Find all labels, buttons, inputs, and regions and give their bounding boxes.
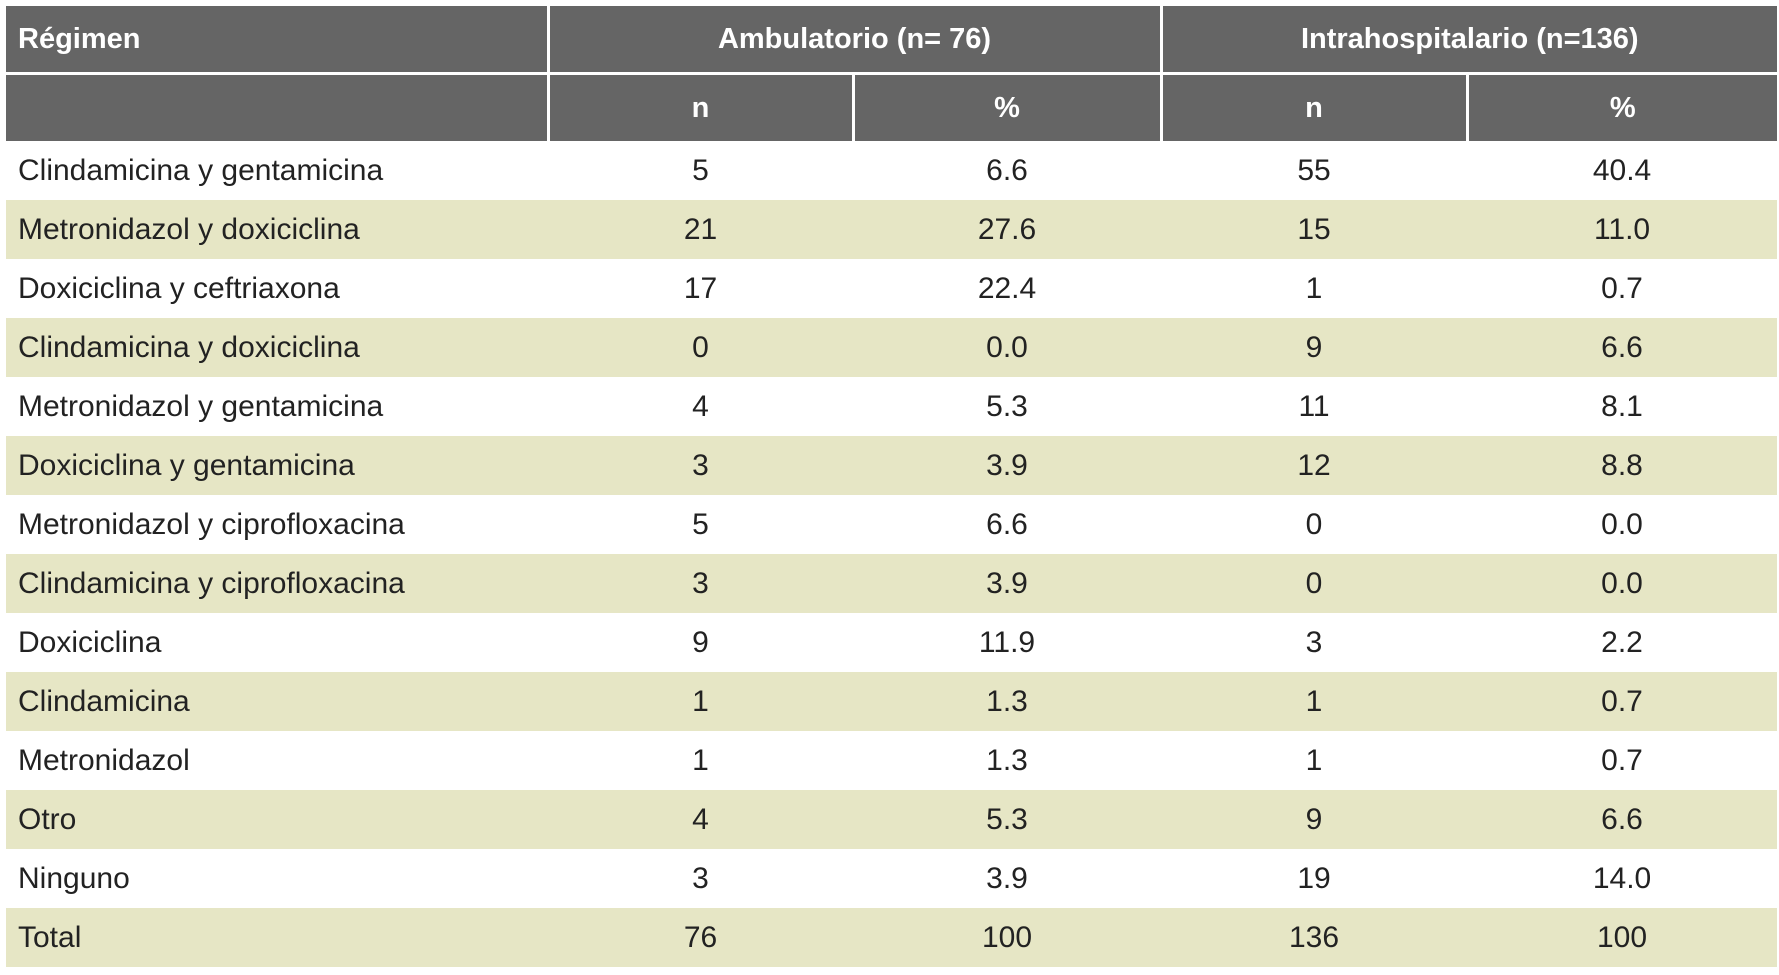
cell: 3.9: [986, 861, 1028, 895]
cell: 2.2: [1601, 625, 1643, 659]
table-row: Ninguno 3 3.9 19 14.0: [6, 849, 1777, 908]
cell: 3.9: [853, 554, 1162, 613]
header-group: Ambulatorio (n= 76): [546, 6, 1163, 75]
cell: 3: [548, 554, 853, 613]
cell: 0.7: [1467, 672, 1778, 731]
cell: 8.1: [1601, 389, 1643, 423]
table-row: Clindamicina y doxiciclina 0 0.0 9 6.6: [6, 318, 1778, 377]
table-row: Metronidazol y gentamicina 4 5.3 11 8.1: [6, 377, 1777, 436]
subheader: %: [851, 73, 1163, 141]
cell: 55: [1297, 153, 1331, 187]
cell: 3: [548, 436, 853, 495]
cell: 21: [548, 200, 853, 259]
cell: 4: [692, 389, 709, 423]
row-label: Doxiciclina y ceftriaxona: [18, 271, 340, 305]
row-label: Clindamicina y ciprofloxacina: [6, 554, 548, 613]
cell: 40.4: [1592, 153, 1652, 187]
cell: 1: [548, 672, 853, 731]
cell: 0.7: [1601, 271, 1643, 305]
cell: 14.0: [1592, 861, 1652, 895]
cell: 27.6: [853, 200, 1162, 259]
cell: 100: [1467, 908, 1778, 967]
cell: 6.6: [1467, 318, 1778, 377]
cell: 3: [692, 861, 709, 895]
cell: 1: [1305, 743, 1323, 777]
cell: 0.0: [1467, 554, 1778, 613]
row-label: Clindamicina y gentamicina: [18, 153, 384, 187]
cell: 4: [548, 790, 853, 849]
table-row: Clindamicina y ciprofloxacina 3 3.9 0 0.0: [6, 554, 1778, 613]
cell: 6.6: [1467, 790, 1778, 849]
table-row: Doxiciclina 9 11.9 3 2.2: [6, 613, 1777, 672]
cell: 0.7: [1601, 743, 1643, 777]
row-label: Clindamicina y doxiciclina: [6, 318, 548, 377]
header-row: Régimen Ambulatorio (n= 76) Intrahospita…: [6, 6, 1778, 75]
row-label: Otro: [6, 790, 548, 849]
cell: 17: [683, 271, 718, 305]
cell: 1.3: [853, 672, 1162, 731]
cell: 22.4: [977, 271, 1037, 305]
subheader: n: [546, 73, 855, 141]
subheader-row: n % n %: [6, 73, 1778, 141]
cell: 9: [692, 625, 709, 659]
cell: 15: [1161, 200, 1468, 259]
cell: 5: [692, 153, 709, 187]
cell: 9: [1161, 318, 1468, 377]
cell: 136: [1161, 908, 1468, 967]
cell: 11: [1298, 389, 1330, 423]
cell: 0: [548, 318, 853, 377]
table-row: Total 76 100 136 100: [6, 908, 1778, 967]
table-row: Doxiciclina y gentamicina 3 3.9 12 8.8: [6, 436, 1778, 495]
cell: 19: [1297, 861, 1331, 895]
cell: 1: [1161, 672, 1468, 731]
cell: 6.6: [986, 153, 1028, 187]
row-label: Total: [6, 908, 548, 967]
cell: 0: [1305, 507, 1323, 541]
cell: 11.0: [1467, 200, 1778, 259]
cell: 76: [548, 908, 853, 967]
cell: 3: [1305, 625, 1323, 659]
table-row: Otro 4 5.3 9 6.6: [6, 790, 1778, 849]
cell: 1.3: [986, 743, 1028, 777]
table-row: Metronidazol 1 1.3 1 0.7: [6, 731, 1777, 790]
row-label: Metronidazol y gentamicina: [18, 389, 384, 423]
cell: 3.9: [853, 436, 1162, 495]
cell: 12: [1161, 436, 1468, 495]
cell: 8.8: [1467, 436, 1778, 495]
row-label: Ninguno: [18, 861, 130, 895]
cell: 1: [1305, 271, 1323, 305]
header-cell: [6, 73, 550, 141]
cell: 5.3: [853, 790, 1162, 849]
row-label: Metronidazol y doxiciclina: [6, 200, 548, 259]
cell: 0.0: [1601, 507, 1643, 541]
table-body: Clindamicina y gentamicina 5 6.6 55 40.4 Metr…: [6, 141, 1778, 967]
row-label: Metronidazol y ciprofloxacina: [18, 507, 405, 541]
subheader: %: [1465, 73, 1778, 141]
cell: 100: [853, 908, 1162, 967]
header-group: Intrahospitalario (n=136): [1159, 6, 1778, 75]
cell: 9: [1161, 790, 1468, 849]
table-row: Metronidazol y doxiciclina 21 27.6 15 11.0: [6, 200, 1778, 259]
cell: 0.0: [853, 318, 1162, 377]
row-label: Doxiciclina y gentamicina: [6, 436, 548, 495]
cell: 5.3: [986, 389, 1028, 423]
table-row: Doxiciclina y ceftriaxona 17 22.4 1 0.7: [6, 259, 1777, 318]
cell: 11.9: [978, 625, 1036, 659]
cell: 0: [1161, 554, 1468, 613]
table-row: Clindamicina y gentamicina 5 6.6 55 40.4: [6, 141, 1777, 200]
row-label: Doxiciclina: [18, 625, 162, 659]
subheader: n: [1159, 73, 1469, 141]
regimen-table: Régimen Ambulatorio (n= 76) Intrahospita…: [6, 6, 1778, 967]
table-row: Clindamicina 1 1.3 1 0.7: [6, 672, 1778, 731]
cell: 6.6: [986, 507, 1028, 541]
row-label: Clindamicina: [6, 672, 548, 731]
cell: 1: [692, 743, 709, 777]
header-cell: Régimen: [6, 6, 550, 75]
row-label: Metronidazol: [18, 743, 190, 777]
cell: 5: [692, 507, 709, 541]
table-row: Metronidazol y ciprofloxacina 5 6.6 0 0.0: [6, 495, 1777, 554]
